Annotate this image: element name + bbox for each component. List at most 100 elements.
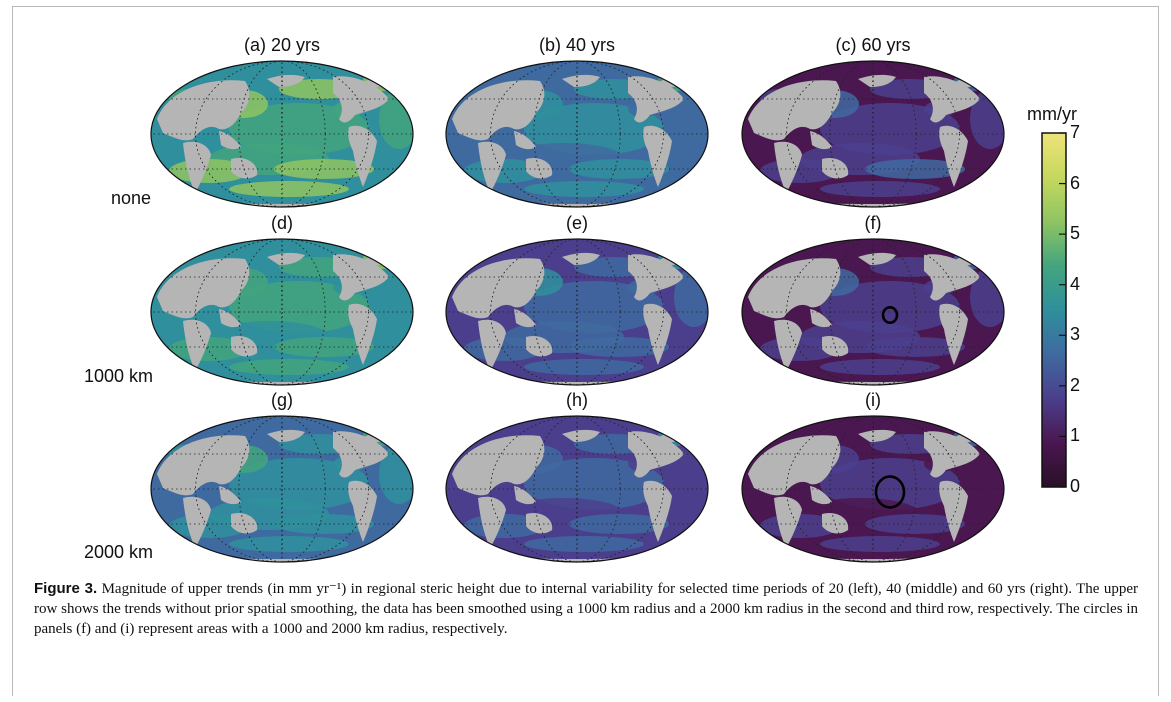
colorbar-tick-label: 4 bbox=[1070, 273, 1081, 294]
trend-patch bbox=[820, 359, 940, 375]
map-panel-d bbox=[150, 238, 414, 386]
trend-patch bbox=[865, 159, 965, 179]
land-mass bbox=[452, 435, 545, 496]
trend-patch bbox=[229, 281, 369, 333]
map-panel-b bbox=[445, 60, 709, 208]
land-mass bbox=[231, 157, 258, 179]
radius-circle bbox=[874, 475, 906, 509]
trend-patch bbox=[229, 458, 369, 510]
radius-circle bbox=[881, 306, 899, 325]
graticule-line bbox=[829, 416, 917, 562]
land-mass bbox=[628, 76, 684, 123]
land-mass bbox=[858, 252, 896, 265]
map-panel-a bbox=[150, 60, 414, 208]
land-mass bbox=[774, 496, 802, 548]
map-outline bbox=[445, 415, 709, 563]
graticule-line bbox=[533, 61, 621, 207]
graticule-line bbox=[533, 239, 621, 385]
colorbar-tick-label: 1 bbox=[1070, 425, 1081, 446]
land-mass bbox=[643, 125, 672, 187]
land-mass bbox=[822, 157, 849, 179]
land-mass bbox=[157, 80, 250, 141]
land-mass bbox=[267, 252, 305, 265]
caption-label: Figure 3. bbox=[34, 580, 98, 597]
land-mass bbox=[643, 303, 672, 365]
trend-patch bbox=[229, 536, 349, 552]
map-panel-c bbox=[741, 60, 1005, 208]
land-mass bbox=[924, 431, 980, 478]
land-mass bbox=[267, 429, 305, 442]
map-outline bbox=[741, 415, 1005, 563]
land-mass bbox=[478, 496, 506, 548]
land-mass bbox=[333, 431, 389, 478]
trend-patch bbox=[569, 159, 669, 179]
land-mass bbox=[858, 429, 896, 442]
land-mass bbox=[526, 157, 553, 179]
land-mass bbox=[526, 512, 553, 534]
graticule-line bbox=[576, 416, 578, 562]
panel-title-c: (c) 60 yrs bbox=[835, 35, 911, 55]
land-mass bbox=[774, 141, 802, 193]
land-mass bbox=[231, 512, 258, 534]
map-panel-h bbox=[445, 415, 709, 563]
map-outline bbox=[741, 60, 1005, 208]
land-mass bbox=[478, 319, 506, 371]
land-mass bbox=[748, 435, 841, 496]
graticule-line bbox=[872, 416, 874, 562]
map-panel-i bbox=[741, 415, 1005, 563]
map-panel-e bbox=[445, 238, 709, 386]
trend-patch bbox=[820, 103, 960, 155]
land-mass bbox=[628, 431, 684, 478]
graticule-line bbox=[786, 416, 960, 562]
row-label-2000km: 2000 km bbox=[84, 542, 154, 562]
land-mass bbox=[810, 131, 832, 150]
land-mass bbox=[924, 254, 980, 301]
graticule-line bbox=[576, 61, 578, 207]
land-mass bbox=[267, 74, 305, 87]
colorbar-title: mm/yr bbox=[1027, 104, 1077, 124]
graticule-line bbox=[490, 239, 664, 385]
land-mass bbox=[219, 486, 241, 505]
land-mass bbox=[628, 254, 684, 301]
panel-title-f: (f) bbox=[864, 213, 882, 233]
colorbar-tick-label: 0 bbox=[1070, 476, 1081, 496]
map-panel-f bbox=[741, 238, 1005, 386]
land-mass bbox=[939, 480, 968, 542]
land-mass bbox=[219, 309, 241, 328]
graticule-line bbox=[829, 61, 917, 207]
panel-title-g: (g) bbox=[271, 390, 293, 410]
graticule-line bbox=[576, 239, 578, 385]
land-mass bbox=[514, 309, 536, 328]
panel-title-i: (i) bbox=[865, 390, 881, 410]
graticule-line bbox=[786, 239, 960, 385]
graticule-line bbox=[829, 239, 917, 385]
land-mass bbox=[348, 303, 377, 365]
trend-patch bbox=[820, 181, 940, 197]
graticule-line bbox=[238, 416, 326, 562]
land-mass bbox=[183, 319, 211, 371]
map-outline bbox=[150, 415, 414, 563]
colorbar-tick-label: 5 bbox=[1070, 223, 1081, 244]
colorbar-tick-label: 6 bbox=[1070, 172, 1081, 193]
graticule-line bbox=[195, 239, 369, 385]
map-outline bbox=[445, 60, 709, 208]
graticule-line bbox=[786, 61, 960, 207]
land-mass bbox=[822, 335, 849, 357]
row-label-none: none bbox=[111, 188, 152, 208]
map-outline bbox=[741, 238, 1005, 386]
graticule-line bbox=[533, 416, 621, 562]
graticule-line bbox=[238, 61, 326, 207]
land-mass bbox=[452, 258, 545, 319]
colorbar bbox=[1041, 132, 1067, 488]
land-mass bbox=[562, 74, 600, 87]
trend-patch bbox=[865, 514, 965, 534]
map-outline bbox=[150, 60, 414, 208]
land-mass bbox=[514, 131, 536, 150]
land-mass bbox=[348, 125, 377, 187]
trend-patch bbox=[524, 281, 664, 333]
row-label-1000km: 1000 km bbox=[84, 366, 154, 386]
trend-patch bbox=[524, 458, 664, 510]
trend-patch bbox=[524, 359, 644, 375]
land-mass bbox=[810, 309, 832, 328]
graticule-line bbox=[195, 61, 369, 207]
